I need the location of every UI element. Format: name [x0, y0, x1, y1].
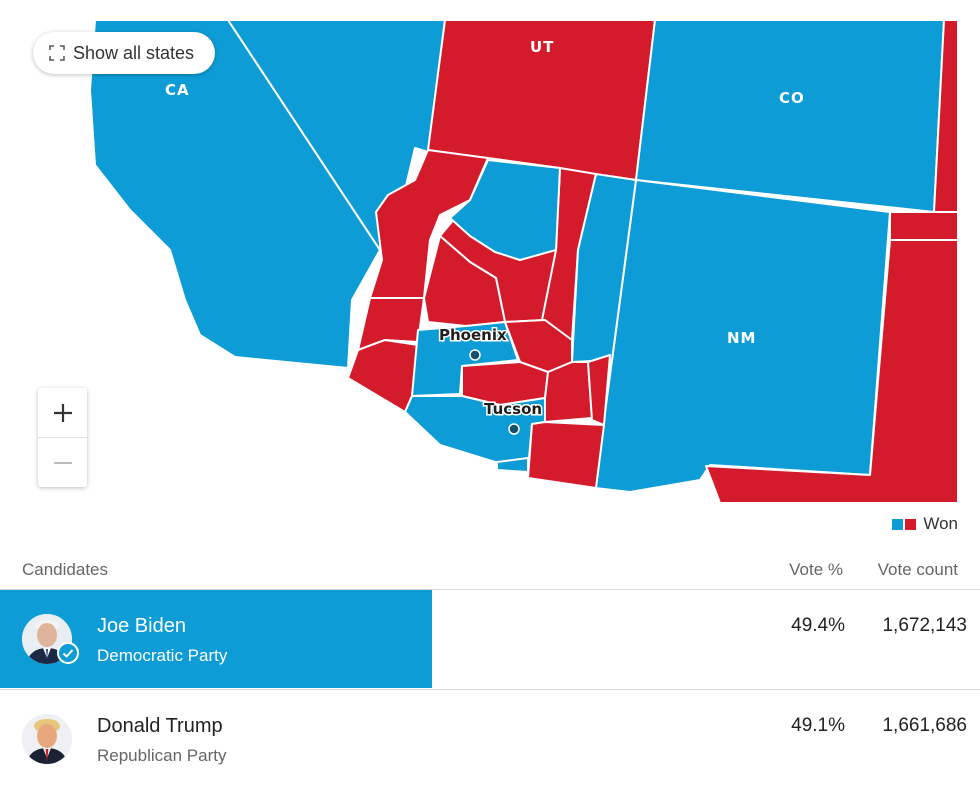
legend-label: Won: [923, 514, 958, 533]
state-co[interactable]: [635, 19, 945, 213]
legend-swatch-democratic: [892, 518, 904, 530]
header-candidates: Candidates: [22, 560, 109, 579]
map-state-labels: CA UT CO NM: [165, 38, 805, 347]
vote-count: 1,661,686: [882, 715, 967, 736]
candidate-party: Republican Party: [97, 746, 227, 765]
winner-highlight: [0, 590, 432, 688]
vote-count: 1,672,143: [882, 615, 967, 636]
zoom-control: [38, 388, 87, 487]
legend-swatch-republican: [905, 518, 917, 530]
arizona-counties: [347, 149, 637, 489]
expand-icon: [49, 45, 65, 61]
state-tx[interactable]: [705, 239, 959, 504]
election-map[interactable]: CA UT CO NM Phoenix Tucson: [0, 0, 980, 510]
state-label-nm: NM: [727, 329, 756, 347]
zoom-in-button[interactable]: [38, 388, 87, 437]
city-label-tucson: Tucson: [484, 400, 542, 418]
header-vote-count: Vote count: [877, 560, 958, 579]
city-dot-phoenix: [469, 349, 481, 361]
avatar-biden: [22, 614, 72, 664]
header-vote-pct: Vote %: [789, 560, 843, 579]
show-all-states-label: Show all states: [73, 42, 195, 63]
map-states: [89, 19, 959, 504]
county-coconino-north[interactable]: [449, 159, 561, 261]
candidate-row-trump[interactable]: Donald Trump Republican Party 49.1% 1,66…: [0, 690, 980, 789]
county-graham[interactable]: [544, 361, 593, 423]
county-cochise[interactable]: [527, 421, 605, 489]
minus-icon: [53, 461, 72, 464]
plus-icon: [53, 403, 72, 422]
county-la-paz[interactable]: [357, 297, 425, 351]
candidate-party: Democratic Party: [97, 646, 228, 665]
vote-pct: 49.4%: [791, 615, 845, 636]
zoom-out-button[interactable]: [38, 437, 87, 487]
vote-pct: 49.1%: [791, 715, 845, 736]
map-legend: Won: [892, 514, 958, 534]
winner-check-icon: [57, 642, 79, 664]
county-yavapai[interactable]: [423, 235, 506, 327]
county-yuma[interactable]: [347, 339, 419, 413]
state-label-ut: UT: [530, 38, 554, 56]
candidate-name: Donald Trump: [97, 715, 223, 737]
avatar-trump: [22, 714, 72, 764]
city-dot-tucson: [508, 423, 520, 435]
map-cities: Phoenix Tucson: [438, 325, 544, 435]
results-table-header: Candidates Vote % Vote count: [0, 555, 980, 590]
candidate-row-biden[interactable]: Joe Biden Democratic Party 49.4% 1,672,1…: [0, 590, 980, 690]
state-nm[interactable]: [594, 179, 891, 493]
show-all-states-button[interactable]: Show all states: [33, 32, 215, 74]
candidate-name: Joe Biden: [97, 615, 186, 637]
state-label-co: CO: [779, 89, 805, 107]
city-label-phoenix: Phoenix: [439, 326, 507, 344]
state-label-ca: CA: [165, 81, 190, 99]
state-ok[interactable]: [889, 211, 959, 241]
